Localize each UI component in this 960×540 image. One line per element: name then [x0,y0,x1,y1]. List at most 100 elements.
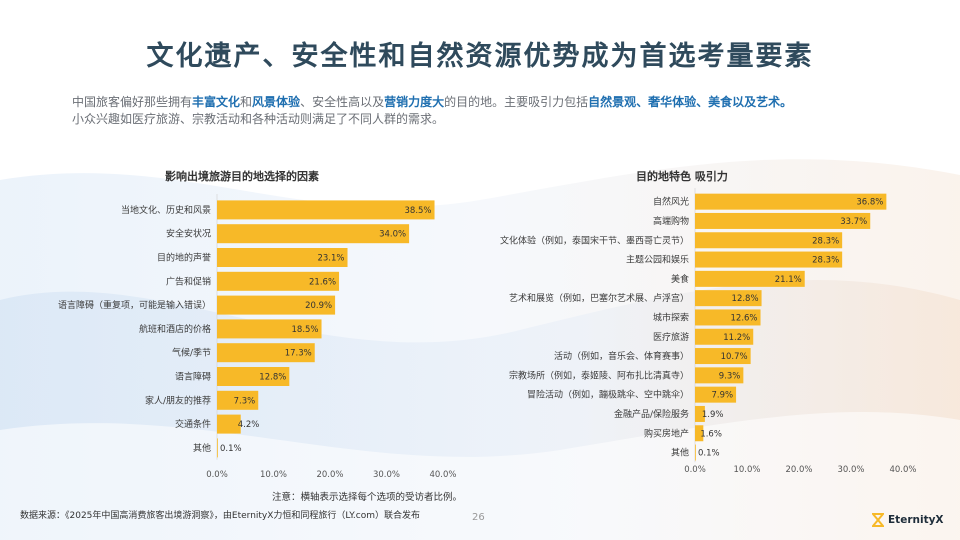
value-label: 10.7% [721,352,748,362]
bar [695,251,843,268]
value-label: 21.6% [309,277,336,287]
category-label: 目的地的声誉 [157,252,211,264]
value-label: 28.3% [812,256,839,266]
bar [695,348,751,365]
bar [695,270,805,287]
category-label: 医疗旅游 [653,331,689,343]
tick-label: 0.0% [684,465,706,475]
category-label: 宗教场所（例如，泰姬陵、阿布扎比清真寺） [509,369,689,381]
bar [217,343,315,363]
category-label: 自然风光 [653,196,689,208]
intro-paragraph: 中国旅客偏好那些拥有丰富文化和风景体验、安全性高以及营销力度大的目的地。主要吸引… [72,94,912,128]
bar [695,309,761,326]
intro-highlight: 自然景观、奢华体验、美食以及艺术。 [588,95,793,109]
value-label: 34.0% [379,230,406,240]
value-label: 7.9% [711,391,733,401]
category-label: 其他 [671,447,689,459]
bar [695,425,704,442]
bar [695,405,705,422]
category-label: 购买房地产 [644,427,689,439]
value-label: 28.3% [812,236,839,246]
category-label: 主题公园和娱乐 [626,254,689,266]
tick-label: 20.0% [785,465,812,475]
value-label: 9.3% [719,371,741,381]
axis-note: 注意：横轴表示选择每个选项的受访者比例。 [272,492,463,503]
category-label: 当地文化、历史和风景 [121,204,211,216]
bar [695,212,871,229]
value-label: 12.8% [732,294,759,304]
bar [217,319,322,339]
tick-label: 0.0% [206,470,228,480]
category-label: 美食 [671,273,689,285]
bar [217,438,218,458]
tick-label: 30.0% [837,465,864,475]
tick-label: 30.0% [373,470,400,480]
value-label: 0.1% [220,444,242,454]
intro-highlight: 风景体验 [252,95,301,109]
value-label: 38.5% [405,206,432,216]
category-label: 城市探索 [653,311,689,323]
value-label: 17.3% [285,349,312,359]
tick-label: 40.0% [429,470,456,480]
category-label: 活动（例如，音乐会、体育赛事） [554,350,689,362]
intro-text: 小众兴趣如医疗旅游、宗教活动和各种活动则满足了不同人群的需求。 [72,112,445,126]
value-label: 21.1% [775,275,802,285]
value-label: 11.2% [723,333,750,343]
value-label: 33.7% [840,217,867,227]
category-label: 气候/季节 [172,347,211,359]
category-label: 语言障碍 [175,371,211,383]
category-label: 金融产品/保险服务 [614,408,689,420]
tick-label: 10.0% [260,470,287,480]
chart-title-factors: 影响出境旅游目的地选择的因素 [165,170,319,183]
tick-label: 10.0% [733,465,760,475]
chart-title-attractions: 目的地特色 吸引力 [636,170,728,183]
value-label: 0.1% [698,449,720,459]
tick-label: 40.0% [889,465,916,475]
bar [217,248,348,267]
intro-highlight: 营销力度大 [384,95,445,109]
bar [695,328,754,345]
intro-text: 、安全性高以及 [300,95,385,109]
data-source: 数据来源：《2025年中国高消费旅客出境游洞察》，由EternityX力恒和同程… [20,511,421,521]
value-label: 1.6% [700,429,722,439]
value-label: 23.1% [317,254,344,264]
bar [695,444,696,461]
category-label: 广告和促销 [166,275,211,287]
bar [217,224,410,244]
bar [217,414,241,434]
intro-highlight: 丰富文化 [192,95,241,109]
value-label: 18.5% [292,325,319,335]
category-label: 交通条件 [175,418,211,430]
value-label: 1.9% [702,410,724,420]
bar [695,386,737,403]
value-label: 36.8% [856,198,883,208]
bar [217,390,259,410]
category-label: 冒险活动（例如，蹦极跳伞、空中跳伞） [527,389,689,401]
category-label: 高端购物 [653,215,689,227]
page-title: 文化遗产、安全性和自然资源优势成为首选考量要素 [146,41,814,72]
bar [217,367,290,386]
intro-text: 的目的地。主要吸引力包括 [444,95,589,109]
intro-text: 中国旅客偏好那些拥有 [72,95,193,109]
value-label: 12.8% [259,373,286,383]
category-label: 安全安状况 [166,228,211,240]
bar [217,200,435,220]
category-label: 文化体验（例如，泰国宋干节、墨西哥亡灵节） [500,234,689,246]
brand-name: EternityX [888,514,944,526]
category-label: 艺术和展览（例如，巴塞尔艺术展、卢浮宫） [509,292,689,304]
brand-logo: EternityX [872,512,944,528]
value-label: 4.2% [238,420,260,430]
value-label: 20.9% [305,301,332,311]
bar [695,367,744,384]
eternityx-logo-icon [872,513,884,527]
bar [695,193,887,210]
category-label: 语言障碍（重复项，可能是输入错误） [58,299,211,311]
category-label: 家人/朋友的推荐 [145,394,211,406]
bar [695,232,843,249]
tick-label: 20.0% [316,470,343,480]
intro-text: 和 [240,95,253,109]
page-number: 26 [472,512,485,523]
value-label: 12.6% [731,313,758,323]
